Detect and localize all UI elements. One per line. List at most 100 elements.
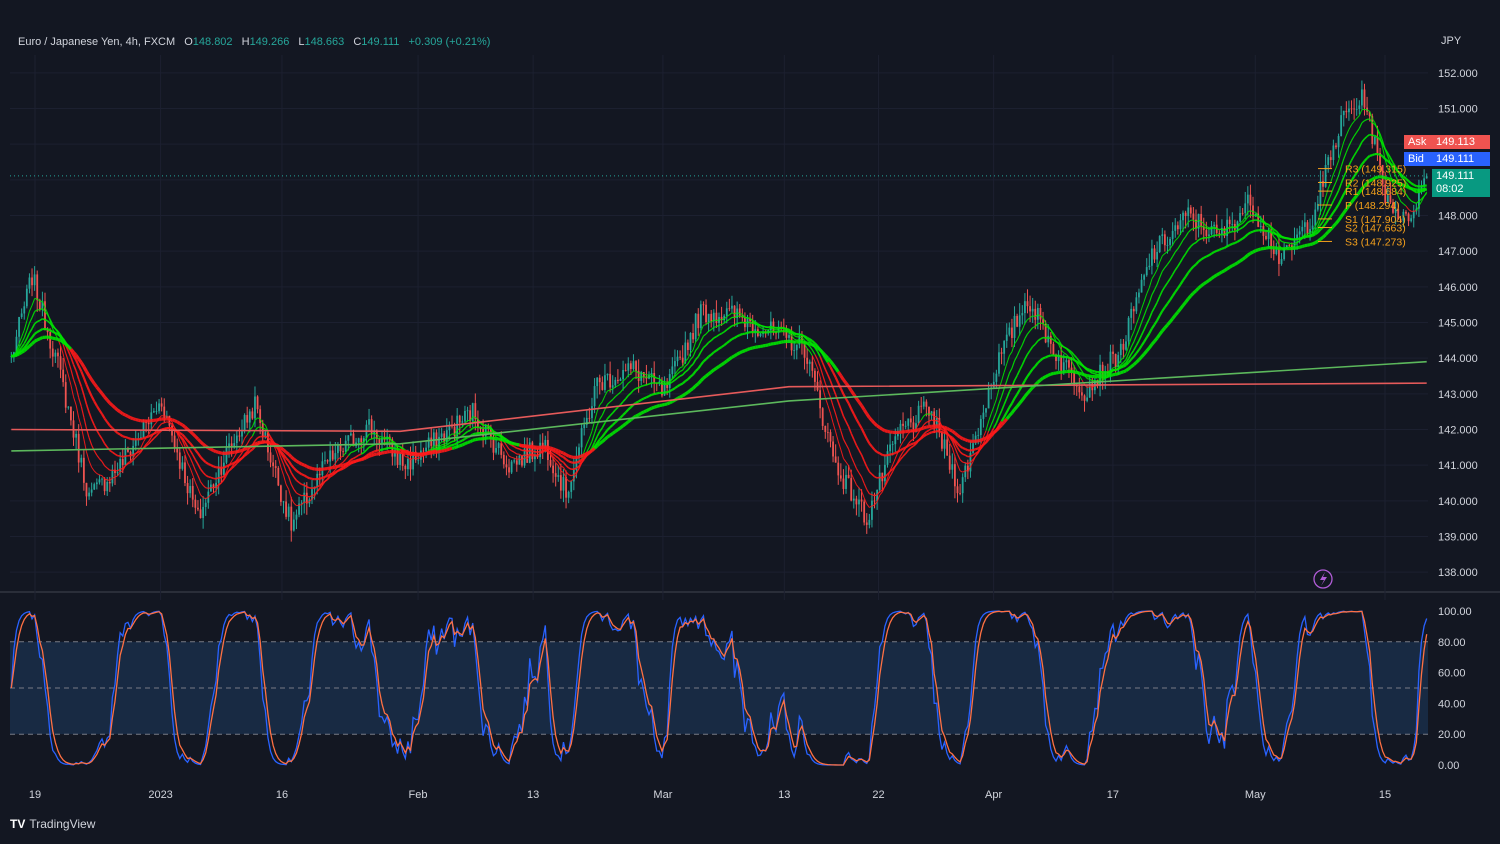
ribbon-segment bbox=[1314, 228, 1319, 233]
ribbon-segment bbox=[75, 386, 80, 398]
candle-body bbox=[803, 343, 806, 358]
ribbon-segment bbox=[816, 351, 821, 357]
ribbon-segment bbox=[1148, 312, 1153, 319]
ribbon-segment bbox=[902, 453, 907, 457]
candle-body bbox=[505, 464, 508, 468]
candle-body bbox=[1163, 234, 1166, 246]
ribbon-segment bbox=[1356, 115, 1360, 119]
ribbon-segment bbox=[775, 328, 779, 331]
candle-body bbox=[1319, 180, 1322, 204]
ribbon-segment bbox=[905, 444, 909, 449]
ribbon-segment bbox=[1086, 367, 1091, 371]
ribbon-segment bbox=[609, 399, 614, 403]
ribbon-segment bbox=[132, 456, 137, 461]
ribbon-segment bbox=[59, 335, 64, 340]
ribbon-segment bbox=[223, 473, 228, 477]
ribbon-segment bbox=[1281, 240, 1285, 243]
ribbon-segment bbox=[436, 450, 440, 454]
ribbon-segment bbox=[606, 415, 611, 420]
ribbon-segment bbox=[643, 384, 647, 387]
ribbon-segment bbox=[832, 405, 837, 415]
ribbon-segment bbox=[679, 382, 684, 386]
candle-body bbox=[1322, 180, 1324, 187]
ribbon-segment bbox=[197, 452, 202, 458]
ribbon-segment bbox=[127, 414, 132, 420]
candle-body bbox=[725, 308, 728, 316]
ribbon-segment bbox=[448, 444, 453, 448]
candle-body bbox=[609, 373, 612, 388]
ribbon-segment bbox=[920, 435, 925, 440]
ribbon-segment bbox=[1179, 239, 1184, 245]
stoch-k-line bbox=[10, 610, 1428, 766]
ribbon-segment bbox=[1179, 257, 1184, 263]
candle-body bbox=[645, 376, 648, 379]
ribbon-segment bbox=[887, 453, 891, 457]
candle-body bbox=[1332, 145, 1335, 161]
ribbon-segment bbox=[674, 377, 679, 381]
candle-body bbox=[1091, 383, 1094, 391]
ribbon-segment bbox=[827, 389, 832, 398]
ribbon-segment bbox=[114, 429, 119, 434]
candle-body bbox=[407, 458, 409, 470]
ribbon-segment bbox=[588, 440, 593, 448]
ribbon-segment bbox=[1244, 233, 1249, 238]
ribbon-segment bbox=[1166, 278, 1171, 284]
ribbon-segment bbox=[1265, 225, 1269, 228]
ribbon-segment bbox=[806, 348, 811, 352]
ribbon-segment bbox=[847, 385, 853, 392]
ribbon-segment bbox=[1019, 344, 1023, 351]
ribbon-segment bbox=[578, 454, 583, 459]
ribbon-segment bbox=[365, 439, 370, 444]
ribbon-segment bbox=[355, 454, 360, 458]
ribbon-segment bbox=[1034, 340, 1039, 345]
ribbon-segment bbox=[707, 370, 713, 376]
ribbon-segment bbox=[1340, 176, 1345, 185]
ribbon-segment bbox=[902, 446, 907, 450]
ribbon-segment bbox=[1309, 242, 1314, 247]
candle-body bbox=[1132, 308, 1135, 312]
ribbon-segment bbox=[220, 475, 225, 479]
candle-body bbox=[1296, 234, 1298, 241]
ribbon-segment bbox=[990, 431, 995, 436]
tradingview-branding[interactable]: TV TradingView bbox=[10, 817, 95, 831]
ribbon-segment bbox=[1364, 108, 1368, 111]
candle-body bbox=[710, 313, 713, 322]
ribbon-segment bbox=[702, 358, 707, 363]
ribbon-segment bbox=[1338, 150, 1342, 162]
candle-body bbox=[443, 433, 446, 442]
ribbon-segment bbox=[109, 424, 114, 429]
ribbon-segment bbox=[635, 413, 640, 418]
price-tick-label: 152.000 bbox=[1438, 68, 1478, 80]
ribbon-segment bbox=[1145, 346, 1151, 352]
ribbon-segment bbox=[1312, 233, 1316, 237]
ribbon-segment bbox=[827, 374, 832, 382]
candle-body bbox=[292, 519, 295, 531]
ribbon-segment bbox=[1301, 235, 1306, 239]
ribbon-segment bbox=[1133, 324, 1137, 333]
ribbon-segment bbox=[446, 439, 450, 443]
ribbon-segment bbox=[1143, 293, 1148, 302]
ribbon-segment bbox=[801, 337, 805, 341]
ribbon-segment bbox=[593, 436, 598, 443]
ribbon-segment bbox=[72, 364, 77, 372]
candle-body bbox=[764, 332, 767, 334]
ribbon-segment bbox=[410, 457, 414, 461]
symbol-legend[interactable]: Euro / Japanese Yen, 4h, FXCM O148.802 H… bbox=[18, 36, 496, 48]
ribbon-segment bbox=[760, 324, 764, 328]
ribbon-segment bbox=[280, 451, 285, 456]
ribbon-segment bbox=[583, 443, 588, 452]
ribbon-segment bbox=[85, 451, 90, 462]
ribbon-segment bbox=[1327, 194, 1332, 201]
candle-body bbox=[1418, 189, 1420, 209]
ribbon-segment bbox=[747, 331, 751, 334]
candle-body bbox=[287, 506, 290, 517]
candle-body bbox=[1109, 351, 1112, 374]
ribbon-segment bbox=[327, 473, 331, 477]
ribbon-segment bbox=[326, 476, 331, 481]
ribbon-segment bbox=[137, 418, 142, 423]
ribbon-segment bbox=[1322, 207, 1327, 216]
ribbon-segment bbox=[285, 484, 290, 490]
ribbon-segment bbox=[1019, 329, 1023, 335]
ribbon-segment bbox=[1342, 189, 1348, 195]
